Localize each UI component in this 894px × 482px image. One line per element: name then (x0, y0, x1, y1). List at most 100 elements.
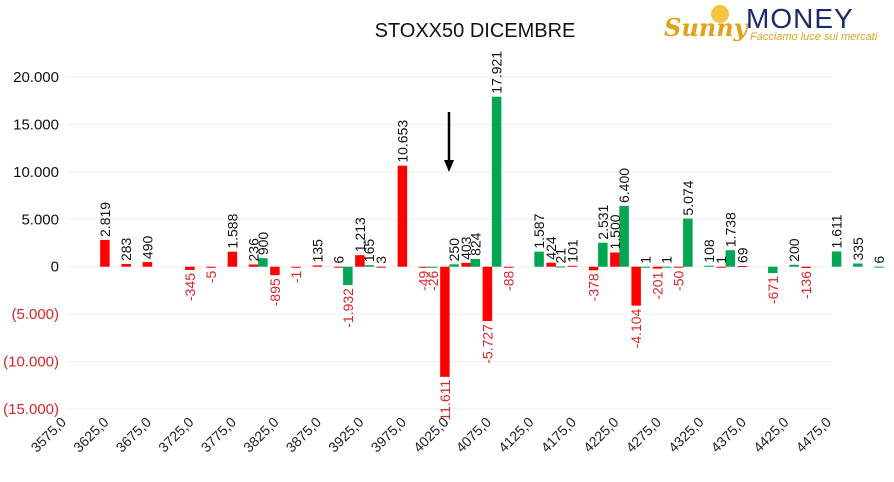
data-label-green-4325: 108 (701, 239, 717, 263)
data-label-red-3850: -1 (288, 271, 304, 284)
bar-red-3750 (206, 266, 216, 268)
bar-red-3650 (121, 264, 131, 267)
data-label-red-3900: 6 (331, 256, 347, 264)
y-tick-label: 5.000 (21, 211, 59, 228)
bar-green-4000 (428, 266, 438, 268)
data-label-red-4300: -50 (671, 271, 687, 291)
bar-red-3900 (333, 266, 344, 268)
bar-red-3725 (185, 266, 195, 270)
x-tick-label: 3675,0 (113, 414, 155, 456)
data-label-red-4250: -4.104 (628, 308, 644, 348)
data-label-green-4500: 335 (850, 237, 866, 261)
data-label-green-4125: 1.587 (531, 213, 547, 248)
data-label-green-4050: 824 (467, 232, 483, 256)
data-label-red-3675: 490 (139, 235, 155, 259)
data-label-green-4000: -26 (425, 271, 441, 291)
bar-red-3975 (397, 165, 408, 267)
chart-title: STOXX50 DICEMBRE (375, 20, 576, 42)
bar-red-3850 (291, 266, 301, 268)
bar-red-3875 (312, 265, 323, 267)
bar-red-4375 (737, 266, 748, 268)
data-label-green-3800: 900 (255, 232, 271, 256)
data-label-green-4075: 17.921 (489, 51, 505, 94)
y-tick-label: 20.000 (13, 69, 59, 86)
bar-red-4225 (610, 252, 620, 267)
x-tick-label: 3775,0 (198, 414, 240, 456)
data-label-green-4025: 250 (446, 238, 462, 262)
data-label-red-4150: 424 (543, 236, 559, 260)
data-label-red-3650: 283 (118, 237, 134, 261)
bar-green-4075 (491, 96, 502, 267)
annotations (444, 112, 454, 172)
data-label-red-3975: 10.653 (394, 120, 410, 163)
bar-red-3825 (270, 266, 280, 276)
bar-green-4125 (534, 251, 544, 267)
bar-red-3775 (227, 251, 238, 267)
logo-word-a: Sunny (664, 13, 750, 42)
x-tick-label: 3925,0 (325, 414, 367, 456)
sun-icon (711, 5, 729, 23)
bar-red-4275 (652, 266, 663, 269)
bar-green-4475 (831, 251, 842, 267)
bar-green-4325 (704, 265, 714, 267)
y-tick-label: (10.000) (3, 354, 59, 371)
bar-red-4450 (801, 266, 811, 269)
bar-green-4200 (598, 242, 608, 267)
bar-green-3925 (364, 265, 374, 267)
bar-red-4250 (631, 266, 641, 306)
data-label-red-4350: 1 (713, 256, 729, 264)
x-tick-label: 4475,0 (793, 414, 835, 456)
data-label-red-3825: -895 (267, 278, 283, 306)
bar-red-3925 (355, 255, 365, 267)
logo-tagline: Facciamo luce sui mercati (750, 31, 878, 43)
bar-green-4050 (470, 258, 481, 267)
bar-green-4250 (640, 266, 651, 268)
x-tick-label: 3825,0 (240, 414, 282, 456)
data-label-red-4375: 69 (734, 247, 750, 263)
data-label-red-3950: 3 (373, 256, 389, 264)
data-label-green-4400: -671 (765, 276, 781, 304)
bar-green-4525 (874, 266, 884, 268)
data-label-green-4350: 1.738 (722, 212, 738, 247)
data-label-red-3925: 1.213 (352, 217, 368, 252)
data-label-red-4200: -378 (586, 273, 602, 301)
x-tick-label: 4175,0 (538, 414, 580, 456)
logo-word-b: MONEY (746, 3, 854, 34)
x-tick-label: 4425,0 (750, 414, 792, 456)
data-label-red-4275: -201 (649, 271, 665, 299)
x-tick-label: 3725,0 (155, 414, 197, 456)
bar-green-4425 (789, 264, 799, 267)
y-tick-label: 0 (51, 259, 59, 276)
data-label-red-3750: -5 (203, 271, 219, 284)
y-tick-label: (5.000) (11, 306, 59, 323)
bar-red-4200 (588, 266, 599, 271)
x-tick-label: 4225,0 (580, 414, 622, 456)
data-label-red-4000: -49 (416, 271, 432, 291)
data-label-green-3925: 165 (361, 239, 377, 263)
bar-red-4100 (503, 266, 514, 268)
bar-green-3800 (258, 258, 268, 267)
data-label-red-4025: -11.611 (437, 380, 453, 426)
x-tick-label: 3625,0 (70, 414, 112, 456)
data-label-red-4100: -88 (501, 271, 517, 291)
bar-green-4500 (853, 263, 863, 267)
y-tick-label: 10.000 (13, 164, 59, 181)
data-label-red-4050: 403 (458, 236, 474, 260)
data-label-green-4250: 1 (637, 256, 653, 264)
y-tick-label: 15.000 (13, 116, 59, 133)
bar-red-4050 (461, 262, 471, 267)
data-label-red-4450: -136 (798, 271, 814, 299)
bar-green-4350 (725, 250, 736, 267)
bar-red-3800 (248, 264, 259, 267)
data-label-green-4150: 21 (552, 248, 568, 264)
arrow-down-icon (444, 160, 454, 172)
x-tick-label: 4275,0 (623, 414, 665, 456)
x-tick-label: 3975,0 (368, 414, 410, 456)
x-tick-label: 4125,0 (495, 414, 537, 456)
bar-red-4300 (673, 266, 684, 268)
bar-red-4350 (716, 266, 726, 268)
data-label-green-4425: 200 (786, 238, 802, 262)
bar-green-4225 (619, 206, 629, 267)
data-label-green-4200: 2.531 (595, 204, 611, 239)
